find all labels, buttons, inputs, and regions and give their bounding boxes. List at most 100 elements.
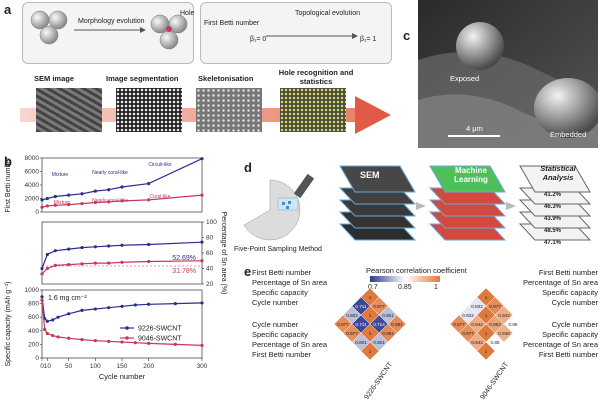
y-axis-label: Specific capacity (mAh g⁻¹)	[5, 282, 12, 367]
heatmap-value: 1	[485, 331, 488, 336]
right-row-label: First Betti number	[538, 268, 598, 277]
y-tick-label: 0	[35, 355, 39, 362]
data-point	[107, 200, 111, 204]
data-point	[120, 185, 124, 189]
stats-stack	[518, 165, 592, 241]
sem-stack	[338, 165, 417, 241]
data-point	[53, 249, 57, 253]
heatmap-name: 9226-SWCNT	[363, 361, 394, 400]
ml-label: Machine Learning	[454, 166, 488, 184]
data-point	[80, 245, 84, 250]
data-point	[80, 201, 84, 206]
data-point	[200, 240, 204, 244]
heatmap-value: 0.977	[373, 304, 385, 309]
data-point	[53, 194, 57, 199]
sem-micrograph	[418, 0, 598, 148]
y-tick-label: 0	[35, 209, 39, 216]
data-point	[120, 304, 124, 308]
heatmap-value: 0.977	[453, 322, 465, 327]
panel-b-letter: b	[4, 154, 12, 169]
stat-value: 43.9%	[544, 216, 562, 222]
topological-label: Topological evolution	[295, 10, 360, 17]
legend-label: 9226-SWCNT	[138, 326, 182, 333]
data-point	[40, 198, 44, 202]
panel-c-letter: c	[403, 28, 411, 43]
right-row-label: Percentage of Sn area	[522, 278, 598, 287]
data-point	[147, 242, 151, 247]
y-tick-label: 80	[206, 235, 214, 242]
heatmap-value: 0.832	[471, 304, 483, 309]
process-arrowhead	[355, 96, 391, 134]
heatmap-value: 0.981	[382, 331, 394, 336]
panel-d-diagram	[243, 165, 592, 241]
embedded-label: Embedded	[550, 130, 587, 139]
ml-stack	[428, 165, 507, 241]
x-tick-label: 0	[40, 363, 44, 370]
stat-value: 46.3%	[544, 204, 562, 210]
data-point	[173, 342, 177, 346]
heatmap-cell	[476, 341, 496, 361]
heatmap-value: 0.711	[355, 322, 367, 327]
data-point	[200, 343, 204, 348]
data-point	[107, 306, 111, 310]
data-point	[120, 260, 124, 264]
heatmap-value: 1	[485, 313, 488, 318]
data-point	[93, 245, 97, 249]
phase-annotation: Coral-like	[149, 194, 170, 200]
x-tick-label: 300	[197, 363, 208, 370]
x-tick-label: 50	[65, 363, 73, 370]
heatmap-value: 0.711	[355, 304, 367, 309]
heatmap-cell	[360, 341, 380, 361]
data-point	[51, 318, 55, 322]
current-density-label: 1.6 mg cm⁻²	[48, 295, 87, 302]
left-row-label: Cycle number	[252, 298, 299, 307]
data-point	[93, 189, 97, 193]
data-point	[133, 303, 137, 307]
y-tick-label: 1000	[25, 287, 40, 294]
heatmap-value: 1	[369, 313, 372, 318]
data-point	[56, 335, 60, 339]
data-point	[45, 266, 49, 271]
data-point	[173, 302, 177, 306]
heatmap-value: 1	[485, 295, 488, 300]
data-point	[107, 244, 111, 248]
y-tick-label: 800	[28, 301, 39, 308]
series-line	[41, 260, 203, 275]
data-point	[93, 200, 97, 205]
y-tick-label: 40	[206, 266, 214, 273]
correlation-heatmaps: 10.9770.8010.9810.71110.7140.9810.8020.7…	[333, 287, 523, 400]
data-point	[51, 333, 55, 338]
heatmap-value: 0.714	[373, 322, 385, 327]
first-betti-label: First Betti number	[204, 20, 260, 27]
data-point	[67, 247, 71, 251]
data-point	[45, 331, 49, 336]
step-label-skeleton: Skeletonisation	[198, 74, 254, 83]
data-point	[120, 243, 124, 247]
x-tick-label: 200	[143, 363, 154, 370]
data-point	[53, 263, 57, 267]
data-point	[67, 202, 71, 207]
process-arrow-band	[20, 108, 360, 122]
legend-tick: 0.85	[398, 284, 412, 291]
exposed-label: Exposed	[450, 74, 480, 83]
step-label-hole: Hole recognition and statistics	[278, 68, 354, 86]
heatmap-value: 0.801	[355, 340, 367, 345]
data-point	[40, 272, 44, 276]
heatmap-name: 9046-SWCNT	[479, 361, 510, 400]
y-tick-label: 4000	[25, 182, 40, 189]
data-point	[200, 193, 204, 197]
panel-e-letter: e	[244, 264, 252, 279]
heatmap-value: 1	[369, 331, 372, 336]
data-point	[147, 302, 151, 306]
heatmap-value: 0.85	[491, 340, 500, 345]
data-point	[40, 205, 44, 209]
legend-marker	[125, 326, 129, 330]
heatmap-value: 0.977	[337, 322, 349, 327]
y-tick-label: 100	[206, 219, 217, 226]
stat-value: 47.1%	[544, 240, 562, 246]
step-label-sem: SEM image	[34, 74, 75, 83]
hole-thumbnail	[280, 88, 346, 132]
panel-d-letter: d	[244, 160, 252, 175]
data-point	[133, 341, 137, 345]
right-row-label: Cycle number	[551, 320, 598, 329]
